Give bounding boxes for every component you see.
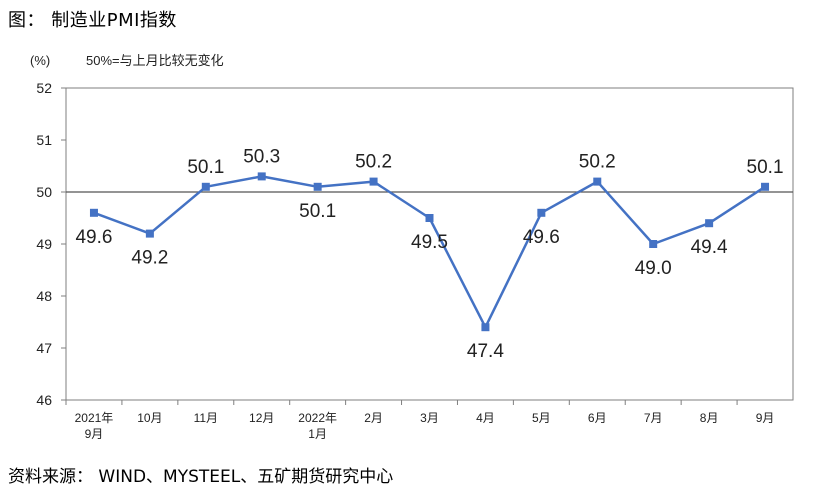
x-tick-label: 11月 bbox=[194, 411, 218, 425]
data-point bbox=[145, 229, 154, 238]
data-point bbox=[425, 214, 434, 222]
x-tick-label: 5月 bbox=[532, 411, 551, 425]
data-point bbox=[705, 219, 714, 228]
data-label: 50.2 bbox=[579, 152, 616, 173]
pmi-chart: (%) 50%=与上月比较无变化 46 47 48 49 50 51 52 2021年 9月 10… bbox=[0, 40, 825, 450]
data-label: 50.1 bbox=[747, 157, 784, 178]
y-tick-label: 52 bbox=[36, 80, 52, 96]
x-tick-label: 12月 bbox=[249, 411, 274, 425]
data-label: 49.5 bbox=[411, 232, 448, 253]
data-point bbox=[89, 208, 98, 217]
chart-note: 50%=与上月比较无变化 bbox=[86, 53, 224, 68]
x-tick-label: 3月 bbox=[420, 411, 439, 425]
x-tick-label: 7月 bbox=[644, 411, 663, 425]
data-label: 49.6 bbox=[523, 227, 560, 248]
y-tick-label: 51 bbox=[36, 132, 52, 148]
data-point bbox=[593, 177, 602, 186]
x-tick-label: 2月 bbox=[364, 411, 383, 425]
data-label: 50.2 bbox=[355, 152, 392, 173]
y-tick-label: 48 bbox=[36, 288, 52, 304]
x-tick-label: 1月 bbox=[308, 427, 327, 441]
data-point bbox=[257, 172, 266, 181]
data-label: 49.4 bbox=[691, 237, 728, 258]
data-label: 49.0 bbox=[635, 258, 672, 279]
x-tick-label: 6月 bbox=[588, 411, 607, 425]
y-tick-label: 50 bbox=[36, 184, 52, 200]
data-label: 49.2 bbox=[131, 248, 168, 269]
data-label: 49.6 bbox=[75, 227, 112, 248]
x-tick-label: 8月 bbox=[700, 411, 719, 425]
data-label: 50.3 bbox=[243, 146, 280, 167]
x-tick-label: 9月 bbox=[756, 411, 775, 425]
y-tick-label: 49 bbox=[36, 236, 52, 252]
data-point bbox=[369, 177, 378, 186]
y-tick-label: 47 bbox=[36, 340, 52, 356]
data-point bbox=[761, 182, 770, 191]
data-point bbox=[481, 323, 490, 332]
source-note: 资料来源： WIND、MYSTEEL、五矿期货研究中心 bbox=[8, 467, 394, 487]
x-tick-label: 2022年 bbox=[298, 411, 337, 425]
data-label: 50.1 bbox=[187, 157, 224, 178]
x-tick-label: 4月 bbox=[476, 411, 495, 425]
y-tick-label: 46 bbox=[36, 392, 52, 408]
x-tick-label: 2021年 bbox=[75, 411, 114, 425]
data-label: 50.1 bbox=[299, 201, 336, 222]
figure-title: 图： 制造业PMI指数 bbox=[8, 10, 177, 31]
data-point bbox=[649, 240, 658, 248]
data-label: 47.4 bbox=[467, 341, 504, 362]
pmi-line-chart: (%) 50%=与上月比较无变化 46 47 48 49 50 51 52 2021年 9月 10… bbox=[30, 53, 794, 441]
data-point bbox=[201, 182, 210, 191]
x-tick-label: 9月 bbox=[85, 427, 104, 441]
data-point bbox=[313, 182, 322, 191]
data-point bbox=[537, 208, 546, 217]
y-unit-label: (%) bbox=[30, 53, 50, 68]
x-tick-label: 10月 bbox=[137, 411, 162, 425]
